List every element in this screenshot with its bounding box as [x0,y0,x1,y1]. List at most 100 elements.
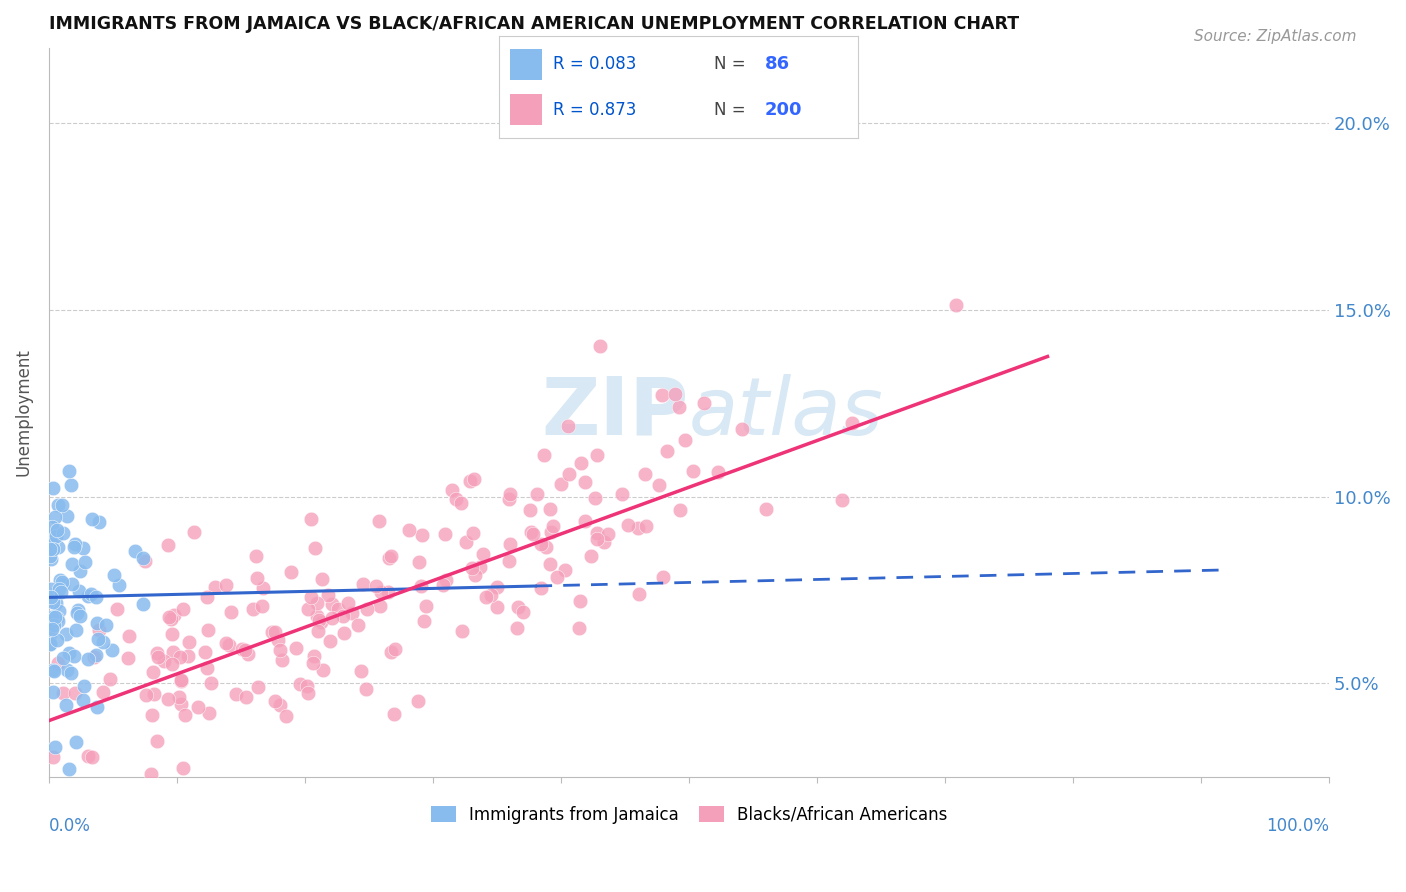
Point [245,549,267,563]
Point [370,585,392,599]
Point [585,448,607,462]
Point [364,579,387,593]
Point [143,687,166,701]
Point [65,735,87,749]
Point [308,613,330,627]
Point [87,515,110,529]
Point [332,608,354,623]
Point [195,590,218,604]
Point [336,596,359,610]
Point [432,578,454,592]
Point [581,549,603,563]
Point [533,448,555,462]
Point [668,400,690,414]
Point [557,419,579,434]
Point [415,599,437,613]
Point [350,665,373,679]
Point [219,606,242,620]
Point [60,557,83,571]
Point [276,708,298,723]
Point [225,687,247,701]
Point [134,553,156,567]
Point [42,482,65,496]
Point [557,467,579,482]
Point [38,637,60,651]
Point [269,698,291,712]
Point [409,579,432,593]
Point [309,615,332,630]
Point [48,498,70,512]
Point [52,651,75,665]
Point [177,635,200,649]
Point [246,571,269,585]
Point [538,502,561,516]
Point [56,664,79,678]
Point [153,654,176,668]
Point [463,526,485,541]
Point [48,582,70,597]
Point [214,577,236,591]
Point [91,685,114,699]
Point [250,599,273,613]
Point [52,577,75,591]
Text: R = 0.873: R = 0.873 [553,101,637,119]
Point [83,650,105,665]
Point [520,524,543,539]
Point [59,665,82,680]
Point [87,632,110,647]
Point [66,606,89,620]
Point [148,650,170,665]
Point [62,541,84,555]
Point [301,656,323,670]
Point [458,475,481,489]
Point [589,339,612,353]
Point [51,574,73,589]
Point [44,510,66,524]
Point [46,632,69,647]
Point [233,643,256,657]
Point [41,614,63,628]
Point [39,541,62,556]
Point [311,663,333,677]
Point [440,483,463,497]
Point [304,541,326,555]
Point [65,536,87,550]
Point [80,587,103,601]
Point [45,611,67,625]
Point [534,540,557,554]
Point [39,551,62,566]
Point [479,589,502,603]
Point [413,614,436,628]
Point [569,456,592,470]
Point [204,581,226,595]
Point [117,650,139,665]
Point [169,649,191,664]
Point [218,638,240,652]
Point [673,433,696,447]
Point [160,627,183,641]
Point [512,605,534,619]
Point [252,581,274,595]
Point [634,467,657,482]
Point [63,686,86,700]
Point [945,298,967,312]
Point [86,699,108,714]
Point [231,642,253,657]
Bar [510,95,543,125]
Point [174,707,197,722]
Point [307,596,329,610]
Point [305,609,328,624]
Point [45,586,67,600]
Point [73,679,96,693]
Point [498,491,520,506]
Point [530,537,553,551]
Point [118,629,141,643]
Point [215,635,238,649]
Point [755,502,778,516]
Point [146,646,169,660]
Point [297,686,319,700]
Point [80,512,103,526]
Point [170,673,193,688]
Text: N =: N = [714,55,751,73]
Point [550,476,572,491]
